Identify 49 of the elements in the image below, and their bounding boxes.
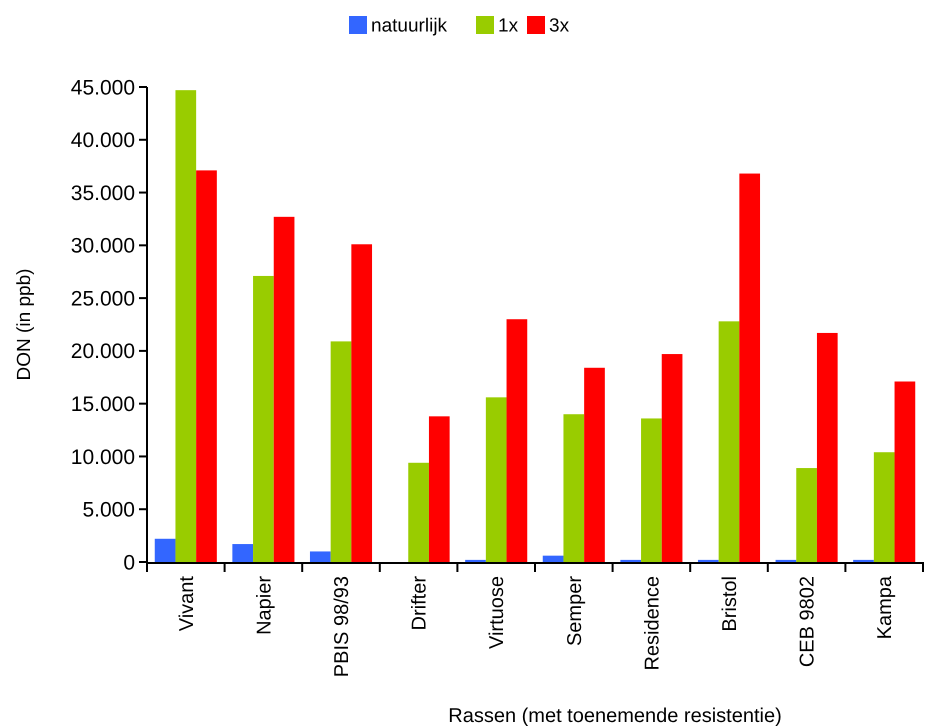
y-tick-label: 45.000 (70, 76, 135, 100)
legend-label: 3x (549, 16, 570, 37)
x-axis-title: Rassen (met toenemende resistentie) (448, 705, 782, 726)
y-tick-label: 25.000 (70, 287, 135, 310)
x-tick-label: Drifter (408, 576, 431, 630)
x-tick-label: CEB 9802 (796, 576, 819, 668)
bar (816, 332, 838, 562)
bar (408, 462, 429, 562)
bar (196, 170, 217, 562)
x-tick-label: Semper (564, 576, 586, 646)
bar (274, 216, 294, 562)
y-tick-label: 5.000 (82, 498, 135, 522)
bar (584, 368, 605, 562)
bar (154, 538, 176, 562)
bar (330, 341, 352, 562)
x-tick-label: Napier (253, 576, 276, 635)
bar (894, 382, 916, 562)
y-tick-label: 10.000 (70, 446, 135, 469)
bar (874, 452, 895, 562)
bar (662, 354, 682, 562)
bar (310, 551, 331, 562)
y-tick-label: 40.000 (70, 129, 135, 152)
y-tick-label: 20.000 (70, 340, 135, 364)
bar (351, 244, 372, 562)
y-tick-label: 30.000 (70, 234, 135, 258)
y-tick-label: 35.000 (70, 182, 135, 205)
x-tick-label: Virtuose (486, 576, 508, 650)
y-axis-title: DON (in ppb) (14, 268, 35, 380)
bar (796, 468, 817, 562)
bar (563, 414, 584, 562)
bar (506, 319, 528, 562)
x-tick-label: Residence (641, 576, 664, 671)
bar (739, 174, 760, 562)
bar (253, 276, 274, 562)
x-tick-label: Vivant (176, 576, 198, 632)
bar (232, 544, 254, 562)
x-tick-label: Bristol (719, 576, 741, 632)
legend-label: natuurlijk (371, 16, 448, 37)
bar (175, 90, 196, 562)
bar (486, 397, 507, 562)
x-tick-label: Kampa (874, 575, 896, 640)
bar (542, 556, 564, 562)
bar (428, 416, 450, 562)
y-tick-label: 15.000 (70, 393, 135, 416)
bar (641, 418, 662, 562)
bar (718, 321, 740, 562)
legend-label: 1x (498, 16, 519, 37)
y-tick-label: 0 (123, 551, 135, 574)
x-tick-label: PBIS 98/93 (331, 576, 353, 678)
